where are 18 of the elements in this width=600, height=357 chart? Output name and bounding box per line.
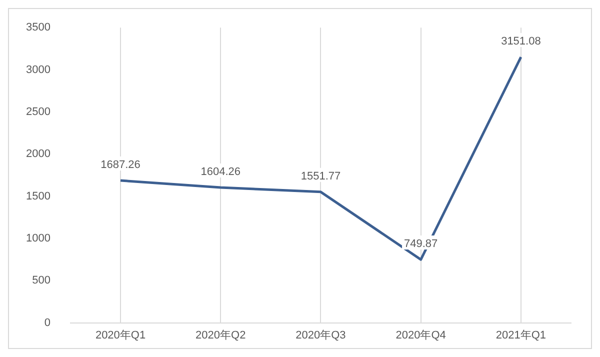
y-tick-label: 500 — [32, 274, 50, 287]
x-tick-label: 2021年Q1 — [496, 329, 546, 342]
x-tick-label: 2020年Q3 — [296, 329, 346, 342]
y-tick-label: 3500 — [26, 22, 50, 34]
x-tick-label: 2020年Q1 — [95, 329, 146, 342]
x-tick-label: 2020年Q2 — [196, 329, 246, 342]
y-tick-label: 2500 — [26, 106, 50, 118]
data-label: 749.87 — [404, 238, 438, 250]
y-tick-label: 1500 — [26, 190, 50, 202]
data-label: 3151.08 — [501, 36, 541, 48]
data-label: 1551.77 — [300, 170, 341, 182]
y-tick-label: 0 — [44, 316, 50, 329]
y-tick-label: 1000 — [26, 232, 50, 244]
y-tick-label: 2000 — [26, 148, 50, 160]
y-tick-label: 3000 — [26, 64, 50, 76]
data-label: 1687.26 — [100, 159, 140, 172]
data-label: 1604.26 — [200, 166, 241, 178]
x-tick-label: 2020年Q4 — [396, 329, 446, 342]
